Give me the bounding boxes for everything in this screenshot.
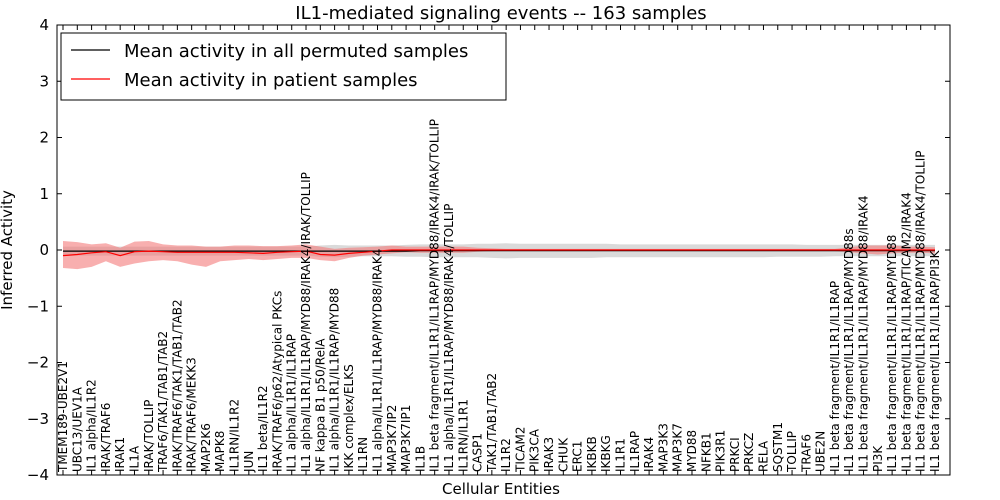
category-label: IL1RN/IL1R1 — [456, 399, 470, 472]
category-label: IL1RAP — [628, 431, 642, 472]
category-label: IL1 beta/IL1R2 — [256, 385, 270, 472]
category-label: IL1 beta fragment/IL1R1/IL1RAP/PI3K — [928, 249, 942, 472]
category-label: IRAK/TRAF6/MEKK3 — [185, 357, 199, 472]
category-label: PIK3R1 — [714, 430, 728, 472]
category-label: MAP3K7IP1 — [399, 405, 413, 472]
category-label: TOLLIP — [785, 431, 799, 473]
category-label: IL1 beta fragment/IL1R1/IL1RAP/MYD88/IRA… — [857, 195, 871, 472]
y-tick-label: −2 — [27, 354, 49, 372]
category-label: MAP3K3 — [656, 423, 670, 472]
category-label: TMEM189-UBE2V1 — [56, 361, 70, 473]
category-label: UBE2N — [814, 431, 828, 472]
y-tick-label: 2 — [39, 129, 49, 147]
category-label: PRKCI — [728, 437, 742, 472]
category-label: SQSTM1 — [771, 422, 785, 472]
legend: Mean activity in all permuted samples Me… — [60, 32, 507, 101]
category-label: IL1 beta fragment/IL1R1/IL1RAP/MYD88s — [842, 228, 856, 472]
category-label: IL1 alpha/IL1R2 — [85, 379, 99, 472]
category-label: IL1R2 — [499, 438, 513, 472]
category-label: MAP3K7 — [671, 423, 685, 472]
y-tick-label: −3 — [27, 410, 49, 428]
category-label: ERC1 — [571, 441, 585, 472]
category-label: JUN — [242, 451, 256, 473]
y-tick-label: 3 — [39, 72, 49, 90]
category-label: IRAK/TRAF6/p62/Atypical PKCs — [270, 291, 284, 472]
category-label: IL1B — [413, 446, 427, 472]
category-label: IL1A — [128, 445, 142, 472]
category-label: TICAM2 — [513, 427, 527, 473]
category-label: IRAK3 — [542, 437, 556, 472]
category-label: NFKB1 — [699, 432, 713, 472]
band-series-1 — [63, 241, 935, 270]
category-label: IL1 alpha/IL1R1/IL1RAP/MYD88/IRAK4/IRAK/… — [299, 172, 313, 472]
legend-label-permuted: Mean activity in all permuted samples — [124, 41, 468, 62]
chart-title: IL1-mediated signaling events -- 163 sam… — [295, 3, 706, 24]
series-line-1 — [62, 249, 935, 257]
legend-label-patient: Mean activity in patient samples — [124, 70, 418, 91]
category-label: UBC13/UEV1A — [70, 386, 84, 472]
y-axis: −4 −3 −2 −1 0 1 2 3 4 — [27, 16, 950, 484]
category-label: IRAK4 — [642, 437, 656, 472]
category-label: IL1 alpha/IL1R1/IL1RAP/MYD88/IRAK4 — [371, 249, 385, 472]
category-label: IL1 beta fragment/IL1R1/IL1RAP/MYD88 — [885, 235, 899, 472]
category-label: RELA — [757, 440, 771, 472]
category-label: CHUK — [556, 437, 570, 472]
category-label: MAPK8 — [213, 431, 227, 472]
y-tick-label: 1 — [39, 185, 49, 203]
category-label: IKBKG — [599, 435, 613, 472]
category-label: IL1 alpha/IL1R1/IL1RAP — [285, 334, 299, 472]
category-label: IL1 beta fragment/IL1R1/IL1RAP/TICAM2/IR… — [899, 192, 913, 472]
y-tick-label: 0 — [39, 241, 49, 259]
category-label: IL1 alpha/IL1R1/IL1RAP/MYD88 — [328, 288, 342, 472]
category-label: NF kappa B1 p50/RelA — [313, 338, 327, 472]
x-axis: TMEM189-UBE2V1 UBC13/UEV1A IL1 alpha/IL1R2… — [56, 25, 942, 475]
legend-box — [60, 32, 507, 101]
category-label: IL1 alpha/IL1R1/IL1RAP/MYD88/IRAK4/TOLLI… — [442, 204, 456, 472]
category-label: PI3K — [871, 445, 885, 472]
y-tick-label: 4 — [39, 16, 49, 34]
category-label: MAP3K7IP2 — [385, 405, 399, 472]
category-label: IRAK/TRAF6/TAK1/TAB1/TAB2 — [170, 299, 184, 472]
category-label: MAP2K6 — [199, 423, 213, 472]
category-label: IL1RN/IL1R2 — [228, 399, 242, 472]
category-label: TAK1/TAB1/TAB2 — [485, 373, 499, 473]
category-label: PRKCZ — [742, 433, 756, 472]
category-label: CASP1 — [471, 433, 485, 472]
category-label: IRAK1 — [113, 437, 127, 472]
y-tick-label: −4 — [27, 466, 49, 484]
y-axis-label: Inferred Activity — [0, 190, 16, 310]
category-label: IRAK/TRAF6 — [99, 403, 113, 472]
category-label: IL1 beta fragment/IL1R1/IL1RAP/MYD88/IRA… — [428, 119, 442, 472]
category-label: PIK3CA — [528, 428, 542, 472]
category-label: IKBKB — [585, 436, 599, 472]
y-tick-label: −1 — [27, 297, 49, 315]
category-label: IL1R1 — [614, 438, 628, 472]
category-label: IL1 beta fragment/IL1R1/IL1RAP — [828, 281, 842, 472]
category-label: TRAF6 — [799, 434, 813, 473]
x-axis-label: Cellular Entities — [442, 480, 560, 498]
series-line-0 — [63, 250, 935, 252]
category-label: IRAK/TOLLIP — [142, 400, 156, 472]
category-label: IL1RN — [356, 437, 370, 472]
category-label: MYD88 — [685, 430, 699, 472]
category-label: TRAF6/TAK1/TAB1/TAB2 — [156, 331, 170, 473]
series-lines — [62, 249, 935, 257]
category-label: IKK complex/ELKS — [342, 364, 356, 472]
category-label: IL1 beta fragment/IL1R1/IL1RAP/MYD88/IRA… — [914, 151, 928, 472]
